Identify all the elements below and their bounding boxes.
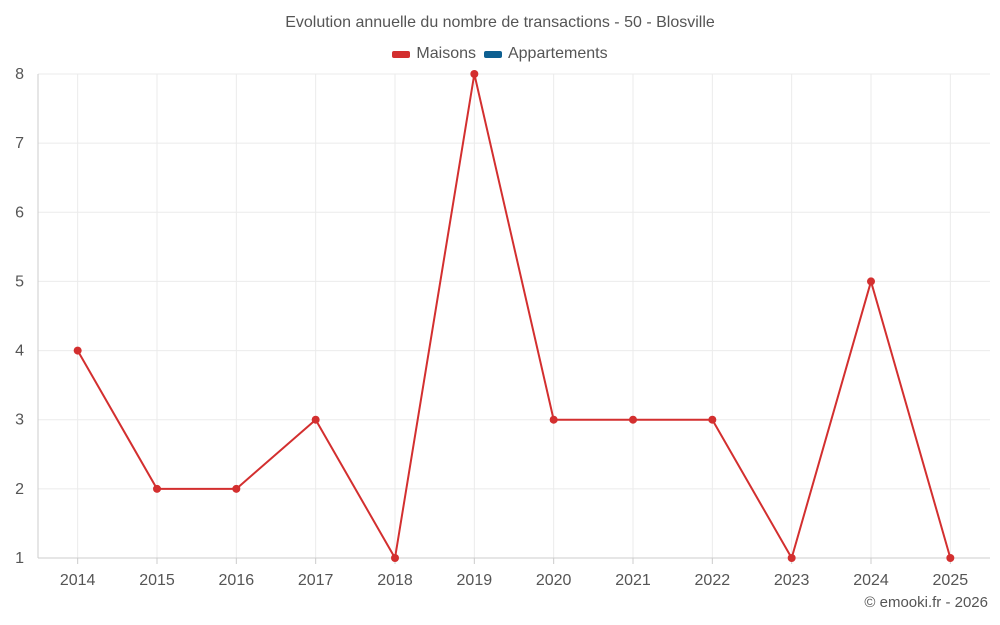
x-tick-label: 2019 <box>457 572 493 589</box>
data-point-2014 <box>73 346 82 355</box>
data-point-2019 <box>470 70 479 78</box>
legend-label-maisons: Maisons <box>416 45 476 62</box>
x-tick-label: 2024 <box>853 572 889 589</box>
legend-swatch-appartements <box>483 50 502 58</box>
data-point-2017 <box>311 415 320 424</box>
x-tick-label: 2014 <box>60 572 96 589</box>
x-tick-label: 2023 <box>774 572 810 589</box>
data-point-2024 <box>867 277 875 286</box>
data-point-2020 <box>549 415 558 424</box>
legend-label-appartements: Appartements <box>507 45 608 62</box>
legend-swatch-maisons <box>392 50 411 58</box>
data-point-2022 <box>708 415 717 424</box>
y-tick-label: 1 <box>15 550 24 567</box>
data-point-2016 <box>232 484 241 493</box>
x-tick-label: 2016 <box>219 572 255 589</box>
data-point-2018 <box>391 554 399 562</box>
credit-text: © emooki.fr - 2026 <box>864 594 988 611</box>
data-point-2021 <box>629 415 637 424</box>
chart-legend: Maisons Appartements <box>0 45 1000 63</box>
data-point-2023 <box>787 554 796 562</box>
data-point-2015 <box>153 484 161 493</box>
legend-item-appartements[interactable]: Appartements <box>483 45 608 63</box>
x-tick-label: 2017 <box>298 572 334 589</box>
y-tick-label: 4 <box>15 343 24 360</box>
x-tick-label: 2025 <box>933 572 969 589</box>
x-tick-label: 2020 <box>536 572 572 589</box>
chart-title: Evolution annuelle du nombre de transact… <box>285 14 715 31</box>
y-tick-label: 7 <box>15 135 24 152</box>
data-point-2025 <box>946 554 955 562</box>
y-tick-label: 3 <box>15 412 24 429</box>
x-tick-label: 2022 <box>695 572 731 589</box>
y-tick-label: 8 <box>15 66 24 83</box>
series-line-maisons <box>76 73 952 559</box>
legend-item-maisons[interactable]: Maisons <box>392 45 476 63</box>
y-tick-label: 6 <box>15 204 24 221</box>
y-tick-label: 5 <box>15 273 24 290</box>
y-tick-label: 2 <box>15 481 24 498</box>
x-tick-label: 2015 <box>139 572 175 589</box>
x-tick-label: 2018 <box>377 572 413 589</box>
x-tick-label: 2021 <box>615 572 651 589</box>
